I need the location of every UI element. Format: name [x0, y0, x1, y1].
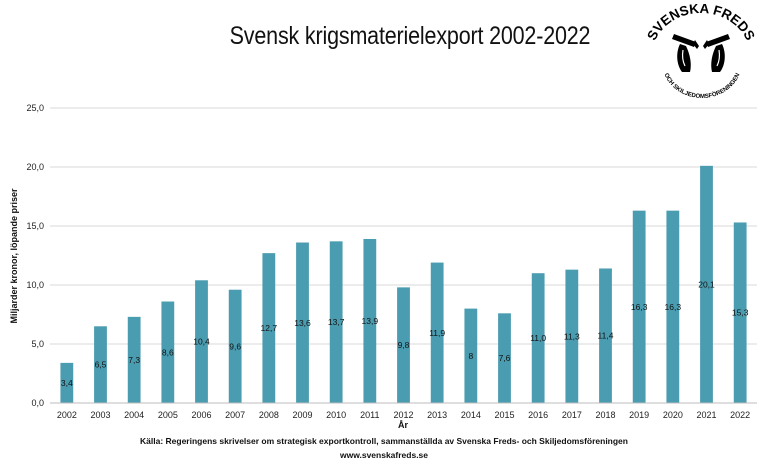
data-labels: 3,4 6,5 7,3 8,6 10,4 9,6 12,7 13,6 13,7 13,9 9,8 11…	[61, 279, 749, 388]
x-tick-label-2002: 2002	[57, 410, 77, 420]
x-tick-label-2006: 2006	[191, 410, 211, 420]
chart-title: Svensk krigsmaterielexport 2002-2022	[229, 22, 591, 50]
data-label-2007: 9,6	[229, 341, 241, 351]
bars	[60, 165, 747, 403]
bar-2004	[127, 316, 141, 403]
y-axis-title: Miljarder kronor, löpande priser	[9, 188, 19, 324]
data-label-2021: 20,1	[698, 279, 715, 289]
bar-2013	[430, 262, 444, 403]
website-url: www.svenskafreds.se	[339, 450, 429, 460]
y-tick-label: 20,0	[26, 162, 44, 172]
y-tick-label: 0,0	[31, 398, 44, 408]
data-label-2015: 7,6	[499, 353, 511, 363]
x-tick-label-2013: 2013	[427, 410, 447, 420]
x-tick-label-2008: 2008	[259, 410, 279, 420]
y-tick-label: 25,0	[26, 103, 44, 113]
bar-2022	[733, 222, 747, 403]
bar-2005	[161, 301, 175, 403]
x-tick-label-2007: 2007	[225, 410, 245, 420]
x-tick-label-2012: 2012	[393, 410, 413, 420]
x-tick-label-2021: 2021	[696, 410, 716, 420]
data-label-2020: 16,3	[665, 302, 682, 312]
y-tick-labels: 0,0 5,0 10,0 15,0 20,0 25,0	[26, 103, 44, 408]
bar-2008	[262, 253, 276, 403]
x-tick-label-2019: 2019	[629, 410, 649, 420]
data-label-2014: 8	[468, 351, 473, 361]
x-tick-label-2020: 2020	[663, 410, 683, 420]
data-label-2002: 3,4	[61, 378, 73, 388]
data-label-2009: 13,6	[294, 318, 311, 328]
data-label-2019: 16,3	[631, 302, 648, 312]
x-tick-label-2015: 2015	[494, 410, 514, 420]
bar-2007	[228, 289, 242, 403]
x-tick-label-2016: 2016	[528, 410, 548, 420]
x-tick-label-2004: 2004	[124, 410, 144, 420]
bar-2020	[666, 210, 680, 403]
bar-2014	[464, 308, 478, 403]
bar-2002	[60, 362, 74, 403]
data-label-2004: 7,3	[128, 355, 140, 365]
bar-2003	[94, 326, 107, 403]
svenska-freds-logo: SVENSKA FREDS OCH SKILJEDOMSFÖRENINGEN	[644, 4, 758, 100]
x-tick-label-2005: 2005	[158, 410, 178, 420]
bar-2015	[498, 313, 511, 403]
x-axis-title: År	[398, 420, 408, 430]
x-tick-label-2018: 2018	[595, 410, 615, 420]
bar-2016	[531, 273, 545, 403]
source-note: Källa: Regeringens skrivelser om strateg…	[140, 436, 628, 446]
data-label-2005: 8,6	[162, 347, 174, 357]
x-tick-label-2003: 2003	[90, 410, 110, 420]
data-label-2008: 12,7	[261, 323, 278, 333]
x-tick-label-2010: 2010	[326, 410, 346, 420]
data-label-2017: 11,3	[564, 331, 580, 341]
x-tick-label-2022: 2022	[730, 410, 750, 420]
bar-2018	[599, 268, 612, 403]
bar-2019	[632, 210, 646, 403]
bar-2017	[565, 269, 579, 403]
bar-2021	[700, 165, 713, 403]
data-label-2018: 11,4	[598, 331, 614, 341]
data-label-2013: 11,9	[429, 328, 445, 338]
y-tick-label: 15,0	[26, 221, 44, 231]
data-label-2016: 11,0	[530, 333, 546, 343]
data-label-2003: 6,5	[95, 360, 107, 370]
bar-2012	[397, 287, 410, 403]
x-tick-labels: 2002 2003 2004 2005 2006 2007 2008 2009 2010 2011…	[57, 410, 750, 420]
broken-rifle-icon	[672, 34, 730, 72]
data-label-2006: 10,4	[193, 337, 210, 347]
data-label-2011: 13,9	[362, 316, 379, 326]
x-tick-label-2017: 2017	[562, 410, 582, 420]
x-tick-label-2014: 2014	[461, 410, 481, 420]
y-tick-label: 10,0	[26, 280, 44, 290]
bar-2011	[363, 238, 377, 403]
data-label-2012: 9,8	[398, 340, 410, 350]
bar-2006	[195, 280, 208, 403]
x-tick-label-2009: 2009	[292, 410, 312, 420]
y-tick-label: 5,0	[31, 339, 44, 349]
data-label-2010: 13,7	[328, 317, 345, 327]
data-label-2022: 15,3	[732, 308, 749, 318]
bar-2010	[329, 241, 343, 403]
bar-2009	[296, 242, 309, 403]
x-tick-label-2011: 2011	[360, 410, 379, 420]
